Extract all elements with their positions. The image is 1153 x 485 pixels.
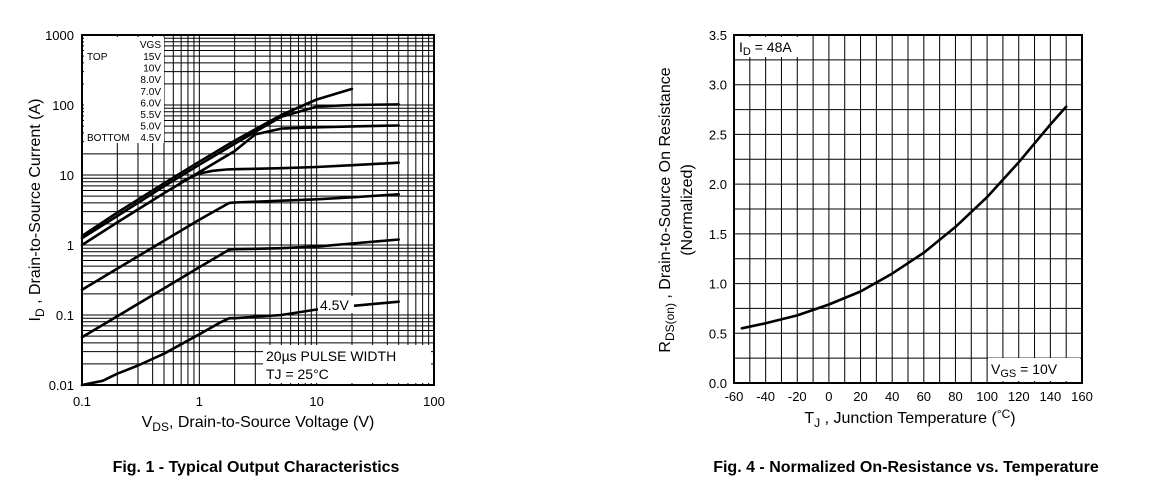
curve-vgs-4v5V <box>80 300 401 387</box>
curve-label-bg <box>318 296 354 313</box>
y-tick-label: 0.5 <box>709 326 727 341</box>
chart1-caption: Fig. 1 - Typical Output Characteristics <box>113 459 400 476</box>
curve-rds-on <box>740 105 1068 330</box>
legend-entry: 7.0V <box>140 87 161 98</box>
legend-entry: 5.5V <box>140 110 161 121</box>
x-tick-label: -40 <box>756 389 775 404</box>
y-tick-label: 1000 <box>45 28 74 43</box>
curve-label-4v5: 4.5V <box>320 297 349 313</box>
x-tick-label: 100 <box>423 394 445 409</box>
tj-note: TJ = 25°C <box>266 366 329 382</box>
id-note: ID = 48A <box>739 39 792 58</box>
chart1-y-tick-labels: 0.01 0.1 1 10 100 1000 <box>45 28 74 393</box>
y-tick-label: 0.1 <box>56 308 74 323</box>
legend-entry: 10V <box>143 64 161 75</box>
chart1-x-axis-label: VDS, Drain-to-Source Voltage (V) <box>142 414 375 434</box>
legend-background <box>84 37 164 143</box>
legend-entry: 4.5V <box>140 133 161 144</box>
legend-entry: 6.0V <box>140 98 161 109</box>
pulse-info-bg <box>263 345 431 383</box>
id-note-bg <box>736 37 800 57</box>
y-tick-label: 10 <box>60 168 74 183</box>
vgs-note-bg <box>988 358 1080 381</box>
y-tick-label: 1.5 <box>709 227 727 242</box>
x-tick-label: 10 <box>309 394 323 409</box>
on-resistance-chart: ID = 48A VGS = 10V -60 -40 -20 0 20 40 60 80 100… <box>657 28 1099 476</box>
chart2-plot-frame <box>733 34 1083 384</box>
chart2-x-tick-labels: -60 -40 -20 0 20 40 60 80 100 120 140 160 <box>725 389 1093 404</box>
curve-vgs-8v0V <box>80 103 401 240</box>
legend-top-label: TOP <box>87 52 108 63</box>
chart2-curves <box>740 105 1068 330</box>
x-tick-label: 60 <box>917 389 931 404</box>
x-tick-label: -20 <box>788 389 807 404</box>
x-tick-label: 1 <box>196 394 203 409</box>
chart1-y-axis-label: ID , Drain-to-Source Current (A) <box>27 99 47 322</box>
curve-vgs-5v5V <box>179 161 401 184</box>
legend-entry: 5.0V <box>140 122 161 133</box>
chart1-plot-frame <box>81 34 435 386</box>
chart2-y-axis-label-line2: (Normalized) <box>679 164 696 256</box>
output-characteristics-chart: TOP BOTTOM VGS 15V10V8.0V7.0V6.0V5.5V5.0… <box>27 28 445 476</box>
legend-entry: 15V <box>143 52 161 63</box>
y-tick-label: 1 <box>67 238 74 253</box>
chart2-y-tick-labels: 0.0 0.5 1.0 1.5 2.0 2.5 3.0 3.5 <box>709 28 727 391</box>
y-tick-label: 0.0 <box>709 376 727 391</box>
chart2-x-axis-label: TJ , Junction Temperature (°C) <box>804 407 1015 430</box>
x-tick-label: 20 <box>853 389 867 404</box>
x-tick-label: -60 <box>725 389 744 404</box>
curve-vgs-6v0V <box>80 124 401 247</box>
x-tick-label: 140 <box>1040 389 1062 404</box>
pulse-width-note: 20µs PULSE WIDTH <box>266 348 396 364</box>
x-tick-label: 40 <box>885 389 899 404</box>
x-tick-label: 160 <box>1071 389 1093 404</box>
curve-vgs-4v7V <box>80 238 401 339</box>
chart1-curves <box>80 87 401 387</box>
y-tick-label: 3.0 <box>709 78 727 93</box>
chart1-x-tick-labels: 0.1 1 10 100 <box>73 394 445 409</box>
legend-header: VGS <box>140 40 161 51</box>
x-tick-label: 0 <box>825 389 832 404</box>
x-tick-label: 100 <box>976 389 998 404</box>
chart2-y-axis-label: RDS(on) , Drain-to-Source On Resistance <box>657 67 677 352</box>
y-tick-label: 0.01 <box>49 378 74 393</box>
chart2-gridlines <box>733 34 1083 384</box>
y-tick-label: 1.0 <box>709 277 727 292</box>
legend-entry: 8.0V <box>140 75 161 86</box>
y-tick-label: 100 <box>52 98 74 113</box>
chart2-caption: Fig. 4 - Normalized On-Resistance vs. Te… <box>713 459 1099 476</box>
x-tick-label: 0.1 <box>73 394 91 409</box>
y-tick-label: 2.5 <box>709 127 727 142</box>
curve-vgs-15V <box>80 87 354 238</box>
x-tick-label: 120 <box>1008 389 1030 404</box>
legend-bottom-label: BOTTOM <box>87 133 130 144</box>
y-tick-label: 3.5 <box>709 28 727 43</box>
y-tick-label: 2.0 <box>709 177 727 192</box>
x-tick-label: 80 <box>948 389 962 404</box>
vgs-note: VGS = 10V <box>991 361 1058 380</box>
curve-vgs-5v0V <box>80 193 401 292</box>
